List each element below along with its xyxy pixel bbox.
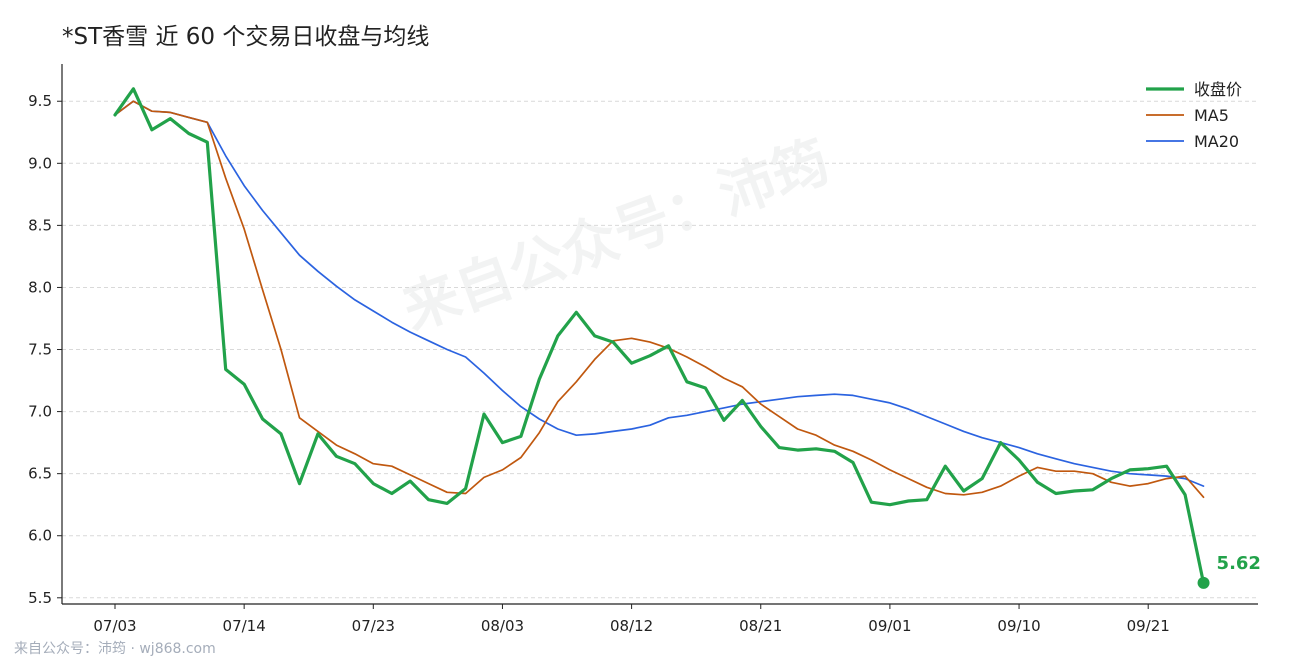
legend-label: 收盘价 xyxy=(1194,80,1242,99)
y-tick-label: 9.0 xyxy=(28,154,52,172)
y-tick-label: 6.5 xyxy=(28,465,52,483)
ma5-line xyxy=(114,100,1205,499)
y-tick-label: 7.0 xyxy=(28,403,52,421)
watermark: 来自公众号：沛筠 xyxy=(395,129,838,343)
legend-label: MA20 xyxy=(1194,132,1239,151)
y-tick-label: 7.5 xyxy=(28,341,52,359)
axes: 5.5 6.0 6.5 7.0 7.5 8.0 8.5 9.0 9.5 07/03 07/14 07/… xyxy=(28,64,1258,635)
x-tick-label: 07/14 xyxy=(223,617,266,635)
last-close-label: 5.62 xyxy=(1217,553,1261,574)
x-tick-label: 07/23 xyxy=(352,617,395,635)
y-tick-label: 8.0 xyxy=(28,278,52,296)
y-tick-label: 6.0 xyxy=(28,527,52,545)
ma20-line xyxy=(114,100,1205,487)
x-tick-label: 08/03 xyxy=(481,617,524,635)
y-tick-label: 5.5 xyxy=(28,589,52,607)
last-close-marker xyxy=(1197,576,1210,589)
x-tick-label: 09/10 xyxy=(997,617,1040,635)
x-tick-label: 07/03 xyxy=(93,617,136,635)
close-price-line xyxy=(113,87,1206,585)
y-tick-label: 9.5 xyxy=(28,92,52,110)
y-tick-label: 8.5 xyxy=(28,216,52,234)
x-tick-label: 08/12 xyxy=(610,617,653,635)
x-tick-label: 09/01 xyxy=(868,617,911,635)
credit-text: 来自公众号：沛筠 · wj868.com xyxy=(14,640,216,657)
series: 5.62 xyxy=(113,87,1261,589)
legend-label: MA5 xyxy=(1194,106,1229,125)
x-tick-label: 09/21 xyxy=(1127,617,1170,635)
chart-title: *ST香雪 近 60 个交易日收盘与均线 xyxy=(62,24,429,50)
legend: 收盘价 MA5 MA20 xyxy=(1146,80,1242,151)
x-tick-label: 08/21 xyxy=(739,617,782,635)
